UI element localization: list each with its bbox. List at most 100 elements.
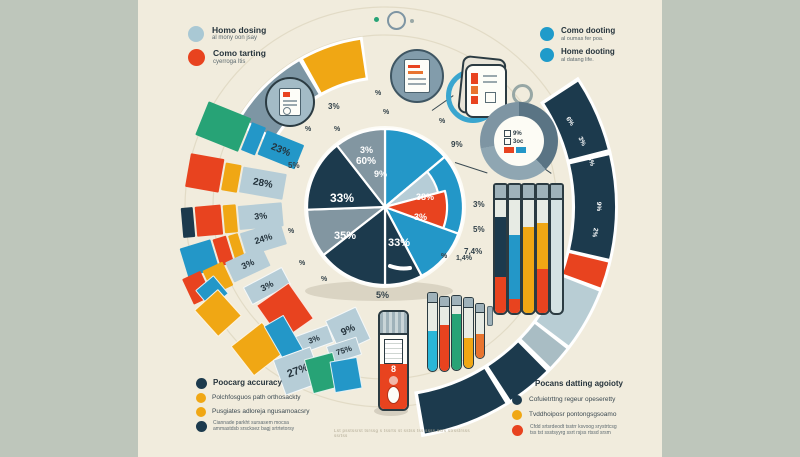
chart-graphics [184,6,618,438]
top-gray-dot [410,19,414,23]
mini-legend-chips [504,146,526,153]
rapid-test-button [389,376,398,385]
report-icon [404,59,430,93]
legend-item: Homo dosing al mony oon jsay [188,25,267,42]
mini-legend-row-2: 3oc [504,138,523,146]
legend-label: Poocarg accuracy [213,378,282,388]
footer-caption: Lst psstssrst tsrssg s tssrts st sstss t… [334,428,470,438]
rapid-test-cap [380,312,407,335]
pct-callout-7: % [288,228,295,235]
mini-legend-value-2: 3oc [513,138,524,145]
legend-dot-blue [540,27,554,41]
rapid-test-shadow [374,406,408,416]
pct-callout-5: % [439,118,446,125]
ring-navy-segment-1 [544,81,608,160]
legend-dot-navy [196,378,207,389]
pie-label-bottom: 5% [376,290,390,300]
pct-callout-1: % [305,126,312,133]
legend-sublabel: al mony oon jsay [212,35,258,42]
row2-value: 28% [252,176,274,191]
pct-callout-10: 9% [451,140,463,149]
pie-wedge-gray-top [335,127,387,209]
pct-callout-13: 3% [473,200,485,209]
pct-callout-8: % [299,260,306,267]
ring-navy-segment-3 [488,342,547,400]
pie-label-navy: 33% [330,191,355,205]
legend-label: Polchfosguos path orthosackty [212,394,301,402]
row2-red-segment [185,153,225,193]
legend-label-line2: tss tst ssstsyyrg ssrt rsjss rtssd srsm [530,429,611,436]
ring-label-4: 9% [595,201,603,212]
ring-red-segment [562,252,609,288]
pie-wedge-blue-top [383,127,446,209]
top-ring-icon [387,11,406,30]
fan-value-4: 75% [334,343,353,358]
checkbox-icon [504,138,511,145]
legend-label: Homo dosing [212,25,267,35]
pie-label-blue-bottom: 33% [388,237,411,249]
test-tube-5 [549,183,564,315]
pie-wedge-navy-bottom-left [322,205,387,287]
legend-top-left: Homo dosing al mony oon jsay Como tartin… [188,25,267,67]
row3-value: 3% [253,210,268,222]
legend-bottom-left: Poocarg accuracy Polchfosguos path ortho… [196,378,310,433]
fan-value-1: 3% [258,278,276,294]
legend-bottom-right-title: Pocans datting agoioty [535,379,624,388]
fan-blue-cell-3 [329,356,363,394]
row3-red-segment [194,204,224,237]
pct-callout-9: % [321,276,328,283]
ring-navy-segment-4 [417,368,506,434]
fan-value-3: 9% [339,321,357,339]
pie-shadow [305,281,453,301]
legend-dot-red [188,49,205,67]
ring-label-5: 2% [590,227,599,238]
pie-label-gray: 35% [334,230,357,242]
legend-item: Tvddhoiposr pontongsgsoamo [512,410,617,420]
row1-value: 23% [269,140,293,159]
pie-label-top-2: 60% [356,156,377,167]
pct-callout-3: 3% [328,102,340,111]
legend-dot-yellow [512,410,522,420]
pct-callout-12: 1,4% [456,255,472,262]
fan-value-2: 3% [307,333,321,346]
mini-legend-face: 9% 3oc [494,116,544,166]
small-stick [487,306,493,326]
legend-sublabel: al oumas fer poa. [561,35,604,42]
rapid-test-device: 8 [378,310,409,411]
legend-label: Home dooting [561,47,615,57]
small-test-tube-group [427,292,497,377]
pct-callout-16: % [375,90,382,97]
legend-label: Cofuietrttng regeur opeseretty [529,396,616,404]
small-tube-3 [451,295,462,371]
small-tube-5 [475,303,485,359]
row2-value-cell: 28% [238,166,287,200]
legend-label: Cfdd srtsrdeodt tsstrr ksvoog srystrtcsg [530,424,617,430]
top-green-dot [374,17,379,22]
legend-dot-red [512,425,523,436]
legend-dot-navy [196,421,207,432]
legend-label: Como dooting [561,26,616,35]
ring-gray-segment [521,323,567,367]
test-tube-3 [521,183,536,315]
test-tube-2 [507,183,522,315]
legend-item: Poocarg accuracy [196,378,310,389]
legend-sublabel: al datang life. [561,56,594,63]
test-tube-4 [535,183,550,315]
legend-item: Como tarting cyerroga ltis [188,48,266,67]
mini-legend-badge: 9% 3oc [480,102,558,180]
legend-dot-blue [540,48,554,63]
test-device-icon [446,54,508,123]
small-tube-1 [427,292,438,372]
pie-label-blue-top: 9% [374,169,388,179]
legend-item: Polchfosguos path orthosackty [196,393,310,403]
legend-dot-lightblue [188,26,204,42]
legend-dot-yellow [196,407,206,417]
legend-item: Ciannade parkht sursasem mocsa ammastdsb… [196,420,310,433]
document-circle-icon-2 [390,49,444,103]
legend-sublabel: cyerroga ltis [213,58,246,65]
small-tube-2 [439,296,450,372]
device-front-card [465,64,507,118]
document-icon [279,88,301,116]
legend-label: Pusgiates adloreja ngusamoacsry [212,408,310,416]
